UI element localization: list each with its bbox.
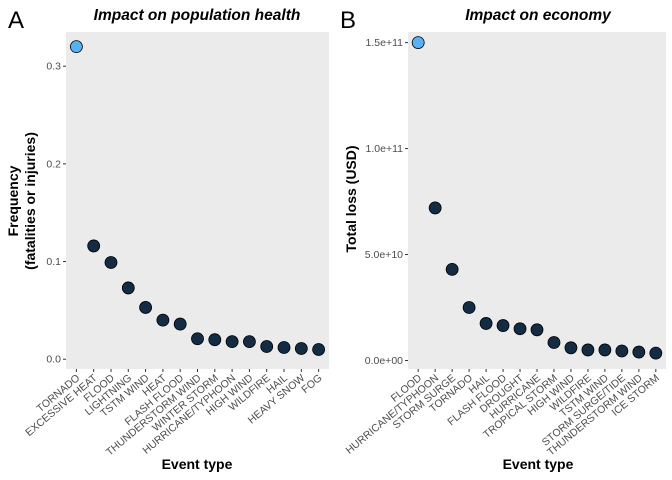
data-point	[260, 340, 274, 353]
panel-b-background	[408, 32, 666, 369]
data-point	[462, 301, 476, 314]
panel-a-background	[66, 32, 329, 369]
x-tick-label: HURRICANE/TYPHOON	[344, 372, 442, 457]
data-point	[243, 335, 256, 349]
panel-b-title: Impact on economy	[465, 7, 612, 24]
data-point	[615, 344, 629, 358]
y-tick-label: 0.2	[46, 158, 61, 170]
panel-a-title: Impact on population health	[94, 7, 301, 24]
data-point	[156, 313, 170, 327]
y-tick-label: 1.0e+11	[366, 143, 404, 155]
data-point	[649, 346, 663, 360]
y-tick-label: 0.3	[46, 61, 61, 73]
panel-b-xlabel: Event type	[503, 456, 574, 472]
data-point	[277, 341, 291, 354]
data-point	[632, 345, 646, 359]
data-point	[312, 343, 326, 356]
panel-a-label: A	[8, 7, 24, 34]
data-point	[445, 262, 459, 276]
data-point	[598, 343, 612, 357]
data-point	[547, 336, 561, 349]
data-point	[139, 301, 152, 314]
data-point	[564, 341, 578, 355]
data-point	[411, 36, 425, 49]
data-point	[294, 342, 308, 355]
panel-b-plot: 0.0e+005.0e+101.0e+111.5e+11FLOODHURRICA…	[344, 32, 666, 458]
panel-b-label: B	[340, 7, 356, 34]
data-point	[121, 281, 135, 295]
data-point	[428, 201, 442, 215]
y-tick-label: 0.1	[46, 256, 61, 268]
data-point	[581, 343, 595, 357]
data-point	[104, 256, 118, 269]
panel-a-ylabel-line1: Frequency	[5, 165, 21, 236]
data-point	[87, 239, 101, 253]
data-point	[225, 335, 239, 349]
data-point	[479, 317, 493, 330]
y-tick-label: 0.0	[46, 354, 61, 366]
panel-a-xlabel: Event type	[162, 456, 233, 472]
x-tick-label: FOG	[299, 372, 324, 396]
y-tick-label: 1.5e+11	[366, 37, 404, 49]
data-point	[69, 40, 83, 54]
panel-b-ylabel: Total loss (USD)	[343, 145, 359, 252]
data-point	[513, 322, 527, 336]
data-point	[191, 332, 204, 346]
data-point	[208, 333, 222, 347]
data-point	[173, 317, 187, 331]
panel-a-ylabel-line2: (fatalities or injuries)	[22, 132, 38, 270]
data-point	[496, 319, 510, 332]
data-point	[530, 323, 544, 337]
y-tick-label: 5.0e+10	[365, 249, 403, 261]
y-tick-label: 0.0e+00	[365, 355, 403, 367]
